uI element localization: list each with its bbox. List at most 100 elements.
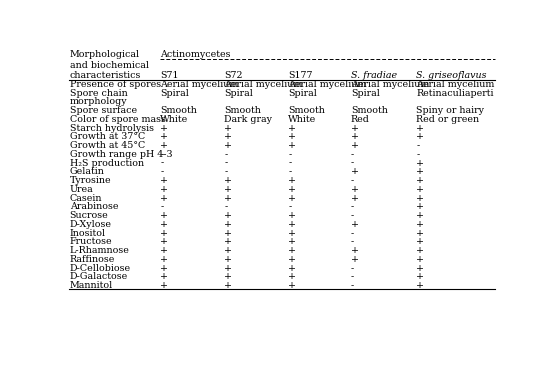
Text: +: + [288,255,296,264]
Text: +: + [416,281,424,290]
Text: +: + [351,193,359,203]
Text: +: + [416,272,424,281]
Text: +: + [351,246,359,255]
Text: +: + [288,246,296,255]
Text: +: + [416,264,424,273]
Text: Casein: Casein [70,193,102,203]
Text: -: - [351,150,354,159]
Text: +: + [288,272,296,281]
Text: -: - [351,228,354,238]
Text: +: + [161,228,168,238]
Text: -: - [224,150,228,159]
Text: Gelatin: Gelatin [70,167,104,176]
Text: Aerial mycelium: Aerial mycelium [161,80,239,89]
Text: -: - [288,167,292,176]
Text: Spiral: Spiral [288,89,317,97]
Text: Morphological: Morphological [70,50,140,59]
Text: +: + [416,176,424,185]
Text: Aerial mycelium: Aerial mycelium [288,80,367,89]
Text: +: + [161,185,168,194]
Text: S. fradiae: S. fradiae [351,71,397,80]
Text: S. griseoflavus: S. griseoflavus [416,71,487,80]
Text: -: - [224,167,228,176]
Text: Dark gray: Dark gray [224,115,272,124]
Text: Retinaculiaperti: Retinaculiaperti [416,89,494,97]
Text: +: + [224,272,232,281]
Text: +: + [416,193,424,203]
Text: +: + [161,124,168,132]
Text: +: + [351,220,359,229]
Text: -: - [416,150,420,159]
Text: +: + [416,228,424,238]
Text: +: + [416,167,424,176]
Text: +: + [416,246,424,255]
Text: Red: Red [351,115,370,124]
Text: Arabinose: Arabinose [70,202,118,211]
Text: H₂S production: H₂S production [70,158,144,168]
Text: +: + [224,211,232,220]
Text: -: - [224,158,228,168]
Text: -: - [288,158,292,168]
Text: Spore chain: Spore chain [70,89,128,97]
Text: Spiral: Spiral [224,89,253,97]
Text: Presence of spores: Presence of spores [70,80,161,89]
Text: +: + [161,211,168,220]
Text: +: + [351,185,359,194]
Text: +: + [288,237,296,246]
Text: +: + [161,272,168,281]
Text: -: - [351,264,354,273]
Text: White: White [161,115,189,124]
Text: Raffinose: Raffinose [70,255,115,264]
Text: +: + [224,193,232,203]
Text: characteristics: characteristics [70,71,141,80]
Text: D-Cellobiose: D-Cellobiose [70,264,131,273]
Text: +: + [351,132,359,141]
Text: -: - [351,272,354,281]
Text: Smooth: Smooth [288,106,325,115]
Text: +: + [288,141,296,150]
Text: +: + [351,167,359,176]
Text: +: + [416,211,424,220]
Text: +: + [161,132,168,141]
Text: +: + [416,158,424,168]
Text: +: + [224,264,232,273]
Text: -: - [161,167,164,176]
Text: +: + [416,255,424,264]
Text: +: + [161,141,168,150]
Text: +: + [416,185,424,194]
Text: Red or green: Red or green [416,115,479,124]
Text: Urea: Urea [70,185,94,194]
Text: morphology: morphology [70,97,127,106]
Text: Aerial mycelium: Aerial mycelium [351,80,430,89]
Text: Spiny or hairy: Spiny or hairy [416,106,484,115]
Text: +: + [288,281,296,290]
Text: +: + [351,141,359,150]
Text: Spiral: Spiral [161,89,189,97]
Text: +: + [288,220,296,229]
Text: -: - [351,202,354,211]
Text: +: + [351,255,359,264]
Text: -: - [351,211,354,220]
Text: Fructose: Fructose [70,237,112,246]
Text: Spore surface: Spore surface [70,106,137,115]
Text: -: - [288,202,292,211]
Text: Color of spore mass: Color of spore mass [70,115,166,124]
Text: Smooth: Smooth [351,106,388,115]
Text: L-Rhamnose: L-Rhamnose [70,246,129,255]
Text: Growth at 37°C: Growth at 37°C [70,132,145,141]
Text: +: + [288,193,296,203]
Text: -: - [161,158,164,168]
Text: Aerial mycelium: Aerial mycelium [224,80,302,89]
Text: +: + [288,211,296,220]
Text: +: + [224,176,232,185]
Text: -: - [161,202,164,211]
Text: Growth range pH 4-3: Growth range pH 4-3 [70,150,172,159]
Text: +: + [416,220,424,229]
Text: Aerial mycelium: Aerial mycelium [416,80,494,89]
Text: +: + [224,255,232,264]
Text: Smooth: Smooth [161,106,197,115]
Text: White: White [288,115,316,124]
Text: -: - [351,158,354,168]
Text: +: + [161,281,168,290]
Text: D-Xylose: D-Xylose [70,220,112,229]
